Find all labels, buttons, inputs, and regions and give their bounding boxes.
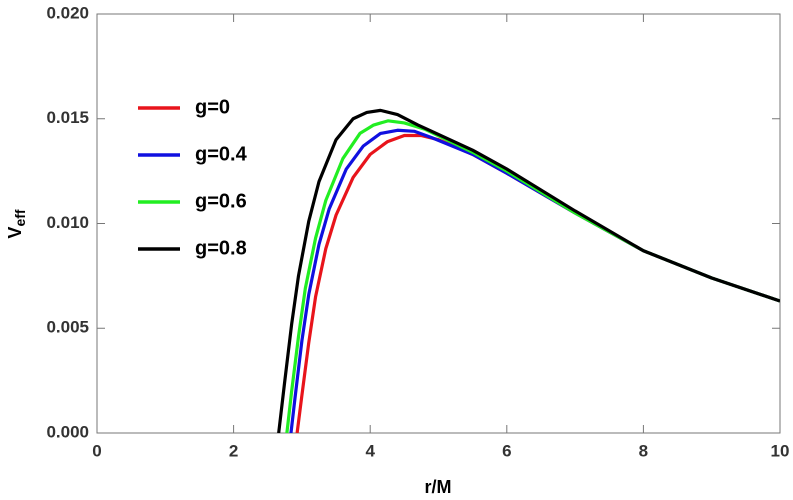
x-tick-label: 2: [229, 441, 238, 460]
series-line: [295, 133, 780, 433]
legend-label: g=0: [195, 96, 230, 118]
legend-label: g=0.8: [195, 237, 247, 259]
legend-label: g=0.4: [195, 143, 248, 165]
series-line: [277, 108, 780, 433]
y-tick-label: 0.010: [46, 213, 89, 232]
x-axis-label: r/M: [425, 477, 452, 497]
x-tick-label: 6: [502, 441, 511, 460]
series-line: [289, 128, 780, 433]
x-tick-label: 10: [771, 441, 790, 460]
y-axis-label-main: V: [5, 227, 25, 239]
legend-label: g=0.6: [195, 190, 247, 212]
plot-area: [277, 108, 780, 433]
y-tick-label: 0.000: [46, 422, 89, 441]
y-tick-label: 0.005: [46, 318, 89, 337]
y-axis-label: Veff: [5, 209, 28, 238]
y-tick-label: 0.020: [46, 3, 89, 22]
x-tick-label: 8: [639, 441, 648, 460]
y-tick-label: 0.015: [46, 108, 89, 127]
y-axis-label-sub: eff: [12, 209, 28, 226]
x-tick-label: 0: [92, 441, 101, 460]
x-tick-label: 4: [365, 441, 375, 460]
plot-frame: [96, 13, 781, 434]
